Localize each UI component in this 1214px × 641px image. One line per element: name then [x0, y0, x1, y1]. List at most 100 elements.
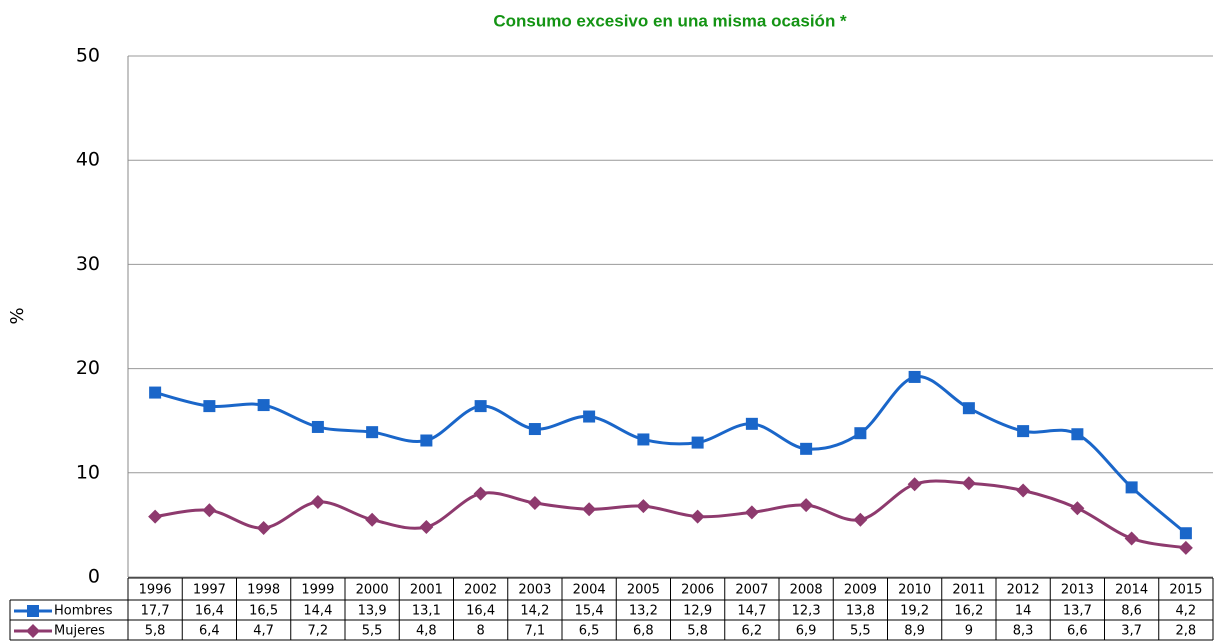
marker	[365, 512, 380, 527]
x-tick-label: 1997	[193, 583, 226, 598]
table-value: 12,3	[792, 604, 821, 619]
x-tick-label: 2010	[898, 583, 931, 598]
table-value: 8	[476, 624, 484, 639]
marker	[1179, 527, 1192, 540]
marker	[149, 386, 162, 399]
x-tick-label: 2012	[1007, 583, 1040, 598]
x-tick-label: 2004	[573, 583, 606, 598]
table-value: 6,8	[633, 624, 654, 639]
marker	[690, 509, 705, 524]
table-value: 16,5	[249, 604, 278, 619]
table-value: 14,4	[303, 604, 332, 619]
marker	[1017, 425, 1030, 438]
table-value: 13,7	[1063, 604, 1092, 619]
table-value: 17,7	[141, 604, 170, 619]
marker	[854, 427, 867, 440]
table-value: 8,3	[1013, 624, 1034, 639]
table-value: 4,7	[253, 624, 274, 639]
table-value: 6,6	[1067, 624, 1088, 639]
table-value: 19,2	[900, 604, 929, 619]
x-tick-label: 1996	[139, 583, 172, 598]
marker	[311, 420, 324, 433]
table-value: 5,5	[850, 624, 871, 639]
marker	[203, 400, 216, 413]
marker	[27, 605, 39, 617]
x-tick-label: 2001	[410, 583, 443, 598]
marker	[1016, 483, 1031, 498]
marker	[527, 496, 542, 511]
marker	[637, 433, 650, 446]
table-value: 16,4	[195, 604, 224, 619]
table-value: 5,8	[145, 624, 166, 639]
marker	[148, 509, 163, 524]
table-value: 6,9	[796, 624, 817, 639]
y-axis-label: %	[7, 307, 28, 324]
table-value: 8,9	[904, 624, 925, 639]
x-tick-label: 2014	[1115, 583, 1148, 598]
table-value: 6,2	[742, 624, 763, 639]
y-tick-label: 10	[76, 461, 100, 483]
marker	[1178, 540, 1193, 555]
x-tick-label: 2007	[735, 583, 768, 598]
y-tick-label: 30	[76, 253, 100, 275]
x-tick-label: 2008	[790, 583, 823, 598]
series-line	[154, 479, 1187, 550]
table-value: 2,8	[1176, 624, 1197, 639]
table-value: 5,8	[687, 624, 708, 639]
y-tick-label: 0	[88, 566, 100, 588]
x-tick-label: 2009	[844, 583, 877, 598]
marker	[26, 624, 40, 638]
table-value: 14	[1015, 604, 1032, 619]
marker	[691, 436, 704, 449]
marker	[961, 476, 976, 491]
series-line	[154, 375, 1187, 535]
table-value: 9	[965, 624, 973, 639]
table-value: 13,1	[412, 604, 441, 619]
x-tick-label: 2005	[627, 583, 660, 598]
marker	[310, 494, 325, 509]
table-value: 16,4	[466, 604, 495, 619]
marker	[1071, 428, 1084, 441]
marker	[1124, 531, 1139, 546]
table-value: 16,2	[954, 604, 983, 619]
x-tick-label: 2000	[356, 583, 389, 598]
table-value: 6,5	[579, 624, 600, 639]
y-tick-label: 20	[76, 357, 100, 379]
legend-label: Mujeres	[54, 624, 105, 639]
marker	[202, 503, 217, 518]
x-tick-label: 2006	[681, 583, 714, 598]
x-tick-label: 2003	[518, 583, 551, 598]
x-tick-label: 2015	[1169, 583, 1202, 598]
marker	[907, 477, 922, 492]
y-tick-label: 40	[76, 149, 100, 171]
marker	[420, 434, 433, 447]
marker	[853, 512, 868, 527]
table-value: 14,2	[520, 604, 549, 619]
x-tick-label: 1999	[301, 583, 334, 598]
x-tick-label: 1998	[247, 583, 280, 598]
marker	[962, 402, 975, 415]
table-value: 13,8	[846, 604, 875, 619]
table-value: 4,2	[1176, 604, 1197, 619]
marker	[528, 423, 541, 436]
table-value: 5,5	[362, 624, 383, 639]
marker	[1070, 501, 1085, 516]
table-value: 13,2	[629, 604, 658, 619]
x-tick-label: 2011	[952, 583, 985, 598]
table-value: 12,9	[683, 604, 712, 619]
table-value: 15,4	[575, 604, 604, 619]
x-tick-label: 2002	[464, 583, 497, 598]
marker	[908, 370, 921, 383]
table-value: 6,4	[199, 624, 220, 639]
marker	[474, 400, 487, 413]
chart-title: Consumo excesivo en una misma ocasión *	[493, 11, 847, 30]
marker	[636, 499, 651, 514]
marker	[799, 498, 814, 513]
marker	[366, 426, 379, 439]
marker	[1125, 481, 1138, 494]
table-value: 13,9	[358, 604, 387, 619]
table-value: 4,8	[416, 624, 437, 639]
legend-label: Hombres	[54, 604, 113, 619]
table-value: 7,2	[308, 624, 329, 639]
